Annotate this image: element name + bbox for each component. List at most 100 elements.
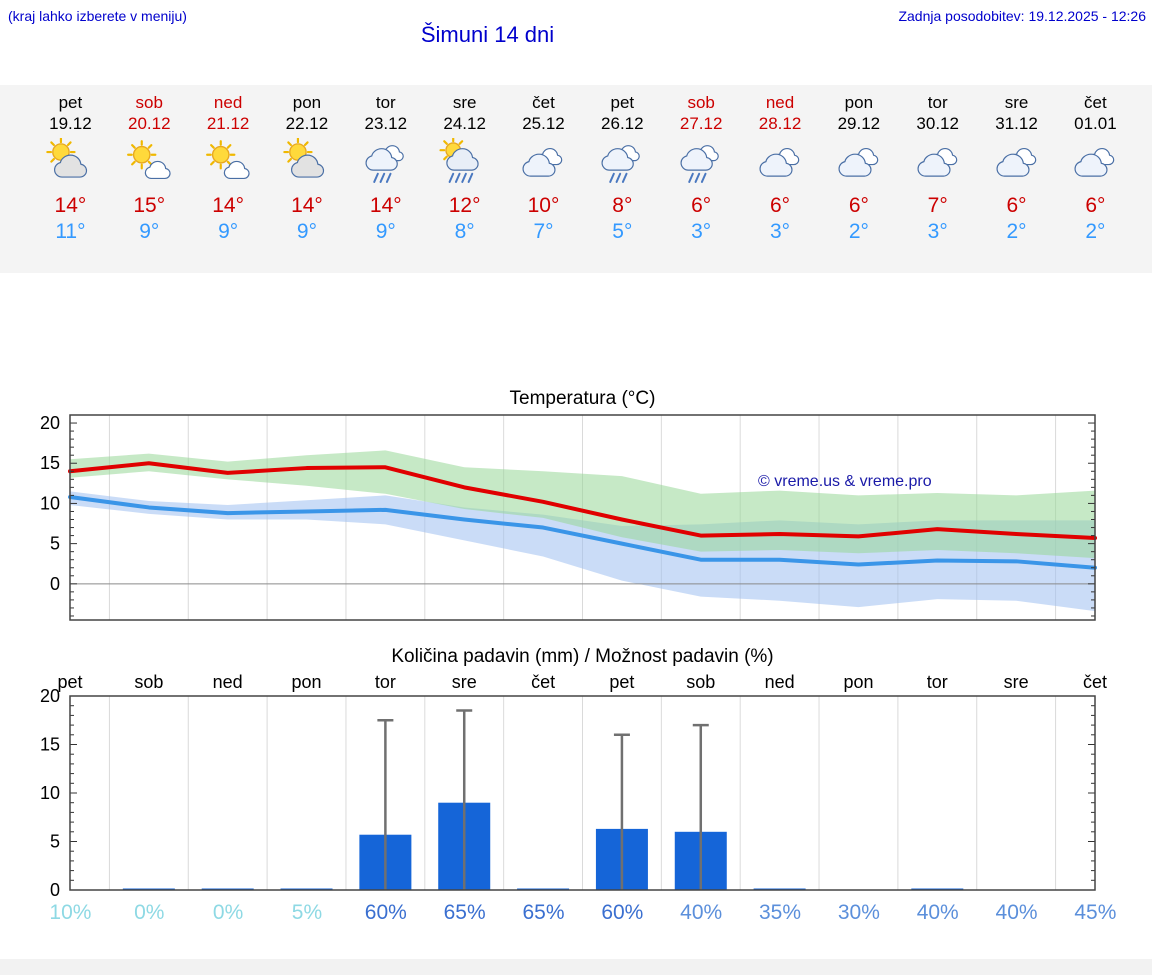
precip-probability: 65%	[443, 901, 486, 924]
day-name: sre	[1004, 93, 1029, 112]
high-temp: 14°	[54, 194, 87, 217]
day-label: ned	[765, 672, 795, 692]
low-temp: 8°	[454, 220, 475, 243]
forecast-day[interactable]: sob 20.12 15° 9°	[110, 92, 189, 245]
precip-probability: 35%	[759, 901, 802, 924]
precip-probability: 5%	[291, 901, 323, 924]
high-temp: 10°	[527, 194, 560, 217]
low-temp: 3°	[927, 220, 948, 243]
y-tick-label: 20	[40, 686, 60, 706]
low-temp: 9°	[375, 220, 396, 243]
low-temp: 11°	[55, 220, 86, 243]
day-name: čet	[1084, 93, 1107, 112]
high-temp: 14°	[212, 194, 244, 217]
max-temp-line	[68, 461, 1097, 540]
y-tick-label: 20	[40, 413, 60, 433]
precip-probability: 40%	[680, 901, 723, 924]
temperature-chart-title: Temperatura (°C)	[509, 388, 656, 409]
cloudy-icon	[1066, 138, 1124, 188]
forecast-day[interactable]: pet 19.12 14° 11°	[31, 92, 110, 245]
day-name: čet	[532, 93, 555, 112]
forecast-day[interactable]: sob 27.12 6° 3°	[662, 92, 741, 245]
min-temp-line	[68, 495, 1097, 570]
forecast-day[interactable]: ned 21.12 14° 9°	[189, 92, 268, 245]
y-tick-label: 5	[50, 832, 60, 852]
day-label: pon	[292, 672, 322, 692]
y-tick-label: 10	[40, 493, 60, 513]
forecast-day[interactable]: pet 26.12 8° 5°	[583, 92, 662, 245]
menu-note: (kraj lahko izberete v meniju)	[8, 8, 187, 24]
min-temp-range-band	[70, 491, 1095, 612]
forecast-day[interactable]: tor 23.12 14° 9°	[346, 92, 425, 245]
day-date: 27.12	[679, 114, 723, 133]
high-temp: 14°	[291, 194, 323, 217]
precip-probability: 10%	[49, 901, 92, 924]
mostly-sunny-icon	[120, 138, 178, 188]
high-temp: 6°	[769, 194, 791, 217]
high-temp: 6°	[1006, 194, 1027, 217]
day-name: tor	[375, 93, 396, 112]
high-temp: 6°	[848, 194, 869, 217]
precip-probability: 65%	[522, 901, 565, 924]
high-temp: 6°	[691, 194, 712, 217]
forecast-day[interactable]: pon 22.12 14° 9°	[268, 92, 347, 245]
forecast-day[interactable]: sre 24.12 12° 8°	[425, 92, 504, 245]
y-tick-label: 0	[50, 880, 60, 900]
low-temp: 9°	[139, 220, 160, 243]
day-label: tor	[927, 672, 948, 692]
day-label: pon	[843, 672, 873, 692]
partly-cloudy-icon	[278, 137, 336, 188]
high-temp: 6°	[1085, 194, 1106, 217]
chart-border	[69, 695, 1096, 891]
precip-probability: 0%	[134, 901, 165, 924]
day-date: 20.12	[127, 114, 171, 133]
forecast-day[interactable]: sre 31.12 6° 2°	[977, 92, 1056, 245]
day-name: pon	[292, 93, 322, 112]
sun-rain-icon	[436, 136, 494, 188]
low-temp: 3°	[769, 220, 791, 243]
y-tick-label: 15	[40, 453, 60, 473]
low-temp: 2°	[1085, 220, 1106, 243]
day-label: čet	[1083, 672, 1107, 692]
rain-icon	[357, 138, 415, 188]
high-temp: 14°	[369, 194, 402, 217]
temperature-chart: 0 5 10 15 20 © vreme.us & vreme.pro	[40, 413, 1097, 621]
cloudy-icon	[909, 138, 967, 188]
forecast-days: pet 19.12 14° 11° sob 20.12 15° 9° ned 2…	[31, 92, 1135, 245]
day-label: čet	[531, 672, 555, 692]
day-name: pet	[610, 93, 635, 112]
y-tick-label: 0	[50, 574, 60, 594]
precip-chart-title: Količina padavin (mm) / Možnost padavin …	[391, 646, 774, 667]
cloudy-icon	[988, 138, 1046, 188]
y-tick-label: 5	[50, 534, 60, 554]
high-temp: 8°	[612, 194, 633, 217]
precip-probability: 0%	[212, 901, 244, 924]
day-label: pet	[609, 672, 634, 692]
forecast-day[interactable]: tor 30.12 7° 3°	[898, 92, 977, 245]
y-tick-label: 15	[40, 735, 60, 755]
day-name: ned	[213, 93, 243, 112]
mostly-sunny-icon	[199, 138, 257, 188]
day-date: 29.12	[837, 114, 881, 133]
forecast-day[interactable]: čet 01.01 6° 2°	[1056, 92, 1135, 245]
y-tick-label: 10	[40, 783, 60, 803]
rain-icon	[593, 138, 651, 188]
day-label: ned	[213, 672, 243, 692]
day-name: sob	[135, 93, 163, 112]
day-name: pet	[58, 93, 83, 112]
chart-border	[69, 414, 1096, 621]
high-temp: 15°	[133, 194, 166, 217]
day-label: pet	[57, 672, 82, 692]
day-name: sob	[687, 93, 715, 112]
day-label: sre	[452, 672, 477, 692]
forecast-day[interactable]: čet 25.12 10° 7°	[504, 92, 583, 245]
forecast-day[interactable]: pon 29.12 6° 2°	[819, 92, 898, 245]
low-temp: 2°	[1006, 220, 1027, 243]
day-label: tor	[375, 672, 396, 692]
precip-probability: 30%	[837, 901, 880, 924]
low-temp: 7°	[533, 220, 554, 243]
forecast-day[interactable]: ned 28.12 6° 3°	[741, 92, 820, 245]
low-temp: 2°	[848, 220, 869, 243]
precip-probability: 40%	[916, 901, 959, 924]
low-temp: 3°	[691, 220, 712, 243]
